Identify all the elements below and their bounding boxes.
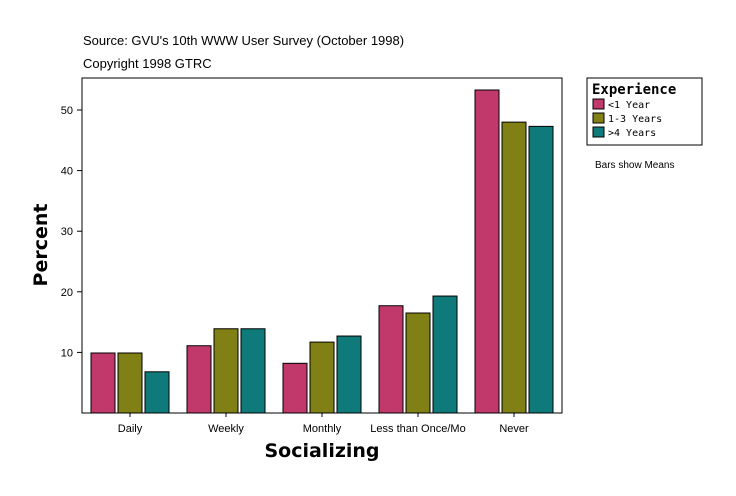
bars	[90, 89, 554, 414]
bar	[432, 295, 458, 414]
x-tick-label: Daily	[118, 423, 143, 435]
bar	[474, 89, 500, 414]
bar	[144, 371, 170, 414]
y-tick-label: 40	[61, 166, 73, 178]
copyright-text: Copyright 1998 GTRC	[83, 56, 212, 71]
legend-swatch	[592, 112, 605, 124]
y-tick-label: 30	[61, 226, 73, 238]
x-axis-title: Socializing	[264, 440, 379, 462]
legend-label: <1 Year	[608, 100, 650, 111]
y-tick-label: 20	[61, 287, 73, 299]
y-tick-label: 10	[61, 347, 73, 359]
bar	[186, 345, 212, 414]
bar	[528, 125, 554, 414]
x-tick-label: Never	[499, 423, 529, 435]
bar	[282, 362, 308, 414]
y-axis: 10 20 30 40 50	[61, 105, 82, 359]
bar	[336, 335, 362, 414]
bar	[378, 305, 404, 414]
x-axis: Daily Weekly Monthly Less than Once/Mo Never	[118, 413, 529, 435]
y-tick-label: 50	[61, 105, 73, 117]
legend-box	[586, 77, 703, 146]
legend-swatch	[592, 98, 605, 110]
source-text: Source: GVU's 10th WWW User Survey (Octo…	[83, 33, 404, 48]
x-tick-label: Monthly	[303, 423, 342, 435]
bar	[240, 328, 266, 414]
bar	[213, 328, 239, 414]
bar	[90, 352, 116, 414]
legend-title: Experience	[592, 82, 676, 98]
legend-label: >4 Years	[608, 128, 656, 139]
legend: Experience <1 Year 1-3 Years >4 Years	[586, 77, 703, 146]
y-axis-title: Percent	[30, 204, 52, 287]
bar	[405, 312, 431, 414]
x-tick-label: Weekly	[208, 423, 244, 435]
bar	[117, 352, 143, 414]
legend-swatch	[592, 126, 605, 138]
legend-label: 1-3 Years	[608, 114, 662, 125]
x-tick-label: Less than Once/Mo	[370, 423, 465, 435]
bar	[501, 121, 527, 414]
bars-show-means-note: Bars show Means	[595, 160, 674, 171]
bar	[309, 341, 335, 414]
